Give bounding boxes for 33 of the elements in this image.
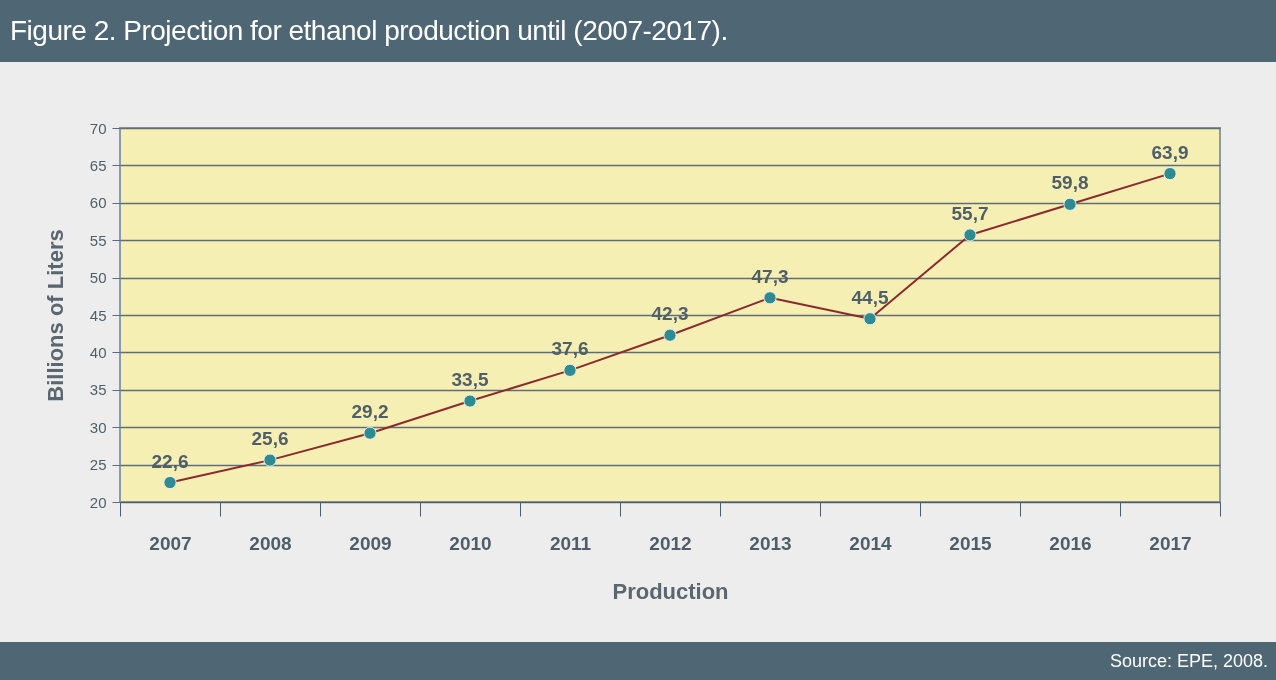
data-label: 25,6 — [251, 428, 289, 450]
source-note: Source: EPE, 2008. — [0, 642, 1276, 680]
y-tick-label: 65 — [89, 156, 107, 174]
x-tick-label: 2014 — [849, 532, 893, 554]
y-tick-label: 35 — [89, 381, 107, 399]
x-tick-label: 2017 — [1149, 532, 1192, 554]
data-label: 33,5 — [451, 369, 489, 391]
x-tick-label: 2013 — [749, 532, 792, 554]
data-label: 44,5 — [851, 286, 889, 308]
data-label: 59,8 — [1051, 172, 1089, 194]
y-tick-label: 20 — [89, 493, 107, 511]
x-tick-label: 2016 — [1049, 532, 1092, 554]
y-axis-title: Billions of Liters — [42, 229, 68, 402]
y-tick-label: 40 — [89, 343, 107, 361]
y-tick-label: 70 — [89, 119, 107, 137]
x-tick-label: 2007 — [149, 532, 192, 554]
y-tick-label: 55 — [89, 231, 107, 249]
chart-title: Figure 2. Projection for ethanol production until (2007-2017). — [0, 0, 1276, 62]
y-tick-label: 50 — [89, 269, 107, 287]
x-tick-label: 2009 — [349, 532, 392, 554]
x-tick-label: 2010 — [449, 532, 492, 554]
data-label: 29,2 — [351, 401, 389, 423]
y-tick-label: 30 — [89, 418, 107, 436]
x-tick-label: 2012 — [649, 532, 692, 554]
data-label: 55,7 — [951, 202, 989, 224]
y-tick-label: 25 — [89, 456, 107, 474]
x-axis-title: Production — [612, 578, 729, 604]
x-tick-label: 2011 — [549, 532, 592, 554]
x-tick-label: 2008 — [249, 532, 292, 554]
x-tick-label: 2015 — [949, 532, 993, 554]
y-tick-label: 45 — [89, 306, 107, 324]
y-tick-label: 60 — [89, 194, 107, 212]
data-label: 63,9 — [1151, 141, 1189, 163]
